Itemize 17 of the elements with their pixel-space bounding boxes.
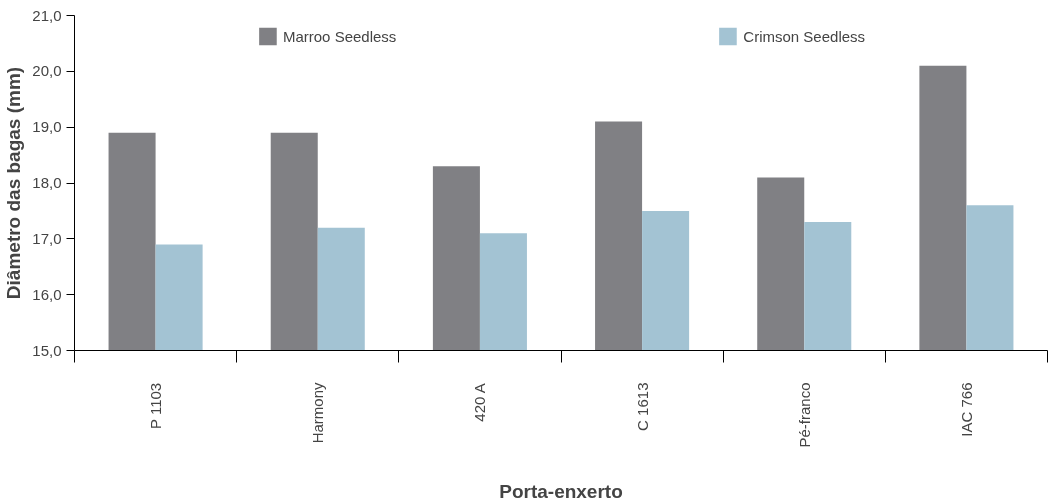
legend-label: Marroo Seedless [282, 27, 397, 45]
y-tick-label: 16,0 [32, 285, 62, 303]
y-axis-title: Diâmetro das bagas (mm) [3, 66, 25, 300]
x-tick-label: Harmony [309, 382, 327, 444]
x-tick-label: 420 A [471, 383, 489, 422]
x-tick-label: IAC 766 [957, 382, 975, 437]
legend-label: Crimson Seedless [743, 27, 866, 45]
y-tick-label: 19,0 [32, 118, 62, 136]
x-tick-label: P 1103 [147, 382, 165, 429]
y-tick-label: 20,0 [32, 62, 62, 80]
y-tick-label: 18,0 [32, 174, 62, 191]
x-tick-label: C 1613 [633, 382, 651, 431]
x-tick-label: Pé-franco [795, 382, 813, 448]
y-tick-label: 21,0 [32, 6, 62, 24]
y-tick-label: 15,0 [32, 341, 62, 359]
y-tick-label: 17,0 [32, 229, 62, 247]
x-axis-title: Porta-enxerto [499, 480, 623, 502]
